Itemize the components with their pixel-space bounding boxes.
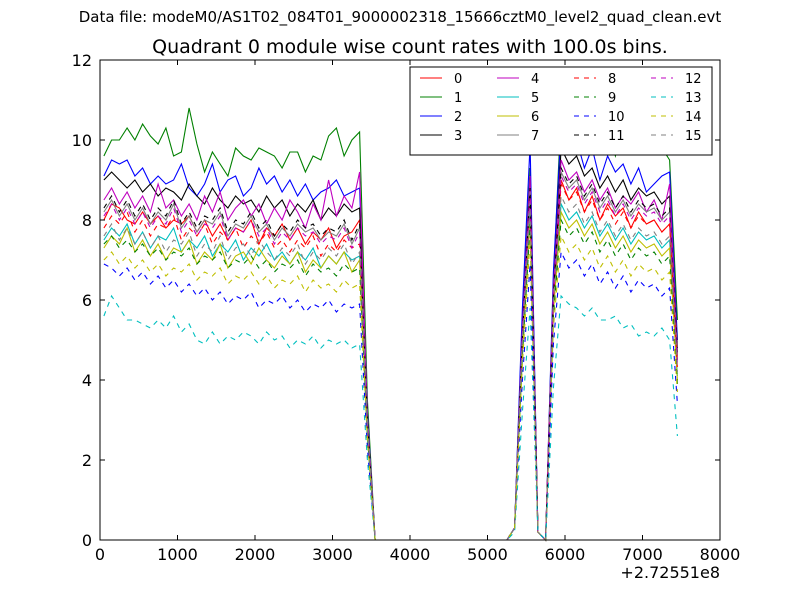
legend-label-3: 3	[454, 129, 462, 144]
legend-label-5: 5	[531, 91, 539, 106]
x-offset-label: +2.72551e8	[620, 563, 720, 582]
y-tick-label: 10	[72, 131, 92, 150]
legend-label-1: 1	[454, 91, 462, 106]
y-tick-label: 12	[72, 51, 92, 70]
series-line-12	[103, 173, 678, 542]
series-line-15	[103, 193, 678, 542]
y-tick-label: 8	[82, 211, 92, 230]
legend-label-8: 8	[608, 72, 616, 87]
tick-layer: 0 1000 2000 3000 4000 5000 6000 7000 80000246810…	[72, 51, 741, 564]
y-tick-label: 0	[82, 531, 92, 550]
legend-label-10: 10	[608, 110, 625, 125]
series-line-5	[103, 201, 678, 542]
series-line-10	[103, 249, 678, 542]
series-line-1	[103, 107, 678, 542]
legend-box	[409, 66, 713, 156]
chart-title: Quadrant 0 module wise count rates with …	[152, 36, 668, 58]
legend-label-13: 13	[685, 91, 702, 106]
y-tick-label: 4	[82, 371, 92, 390]
legend-label-4: 4	[531, 72, 539, 87]
legend-label-9: 9	[608, 91, 616, 106]
legend-label-0: 0	[454, 72, 462, 87]
x-tick-label: 7000	[622, 545, 663, 564]
data-file-suptitle: Data file: modeM0/AS1T02_084T01_90000023…	[78, 8, 722, 26]
x-tick-label: 1000	[157, 545, 198, 564]
legend-label-15: 15	[685, 129, 702, 144]
legend-label-11: 11	[608, 129, 625, 144]
series-line-0	[103, 179, 678, 542]
y-tick-label: 2	[82, 451, 92, 470]
series-line-14	[103, 233, 678, 542]
y-tick-label: 6	[82, 291, 92, 310]
x-tick-label: 8000	[700, 545, 741, 564]
legend-label-6: 6	[531, 110, 539, 125]
legend-label-2: 2	[454, 110, 462, 125]
x-tick-label: 2000	[235, 545, 276, 564]
series-line-13	[103, 294, 678, 542]
x-tick-label: 6000	[545, 545, 586, 564]
legend-label-12: 12	[685, 72, 702, 87]
x-tick-label: 0	[95, 545, 105, 564]
series-line-7	[103, 169, 678, 542]
x-tick-label: 3000	[312, 545, 353, 564]
x-tick-label: 4000	[390, 545, 431, 564]
series-line-6	[103, 209, 678, 542]
series-line-9	[103, 217, 678, 542]
x-tick-label: 5000	[467, 545, 508, 564]
series-layer	[103, 107, 678, 542]
series-line-11	[103, 165, 678, 542]
legend-label-14: 14	[685, 110, 702, 125]
series-line-8	[103, 181, 678, 542]
legend-label-7: 7	[531, 129, 539, 144]
